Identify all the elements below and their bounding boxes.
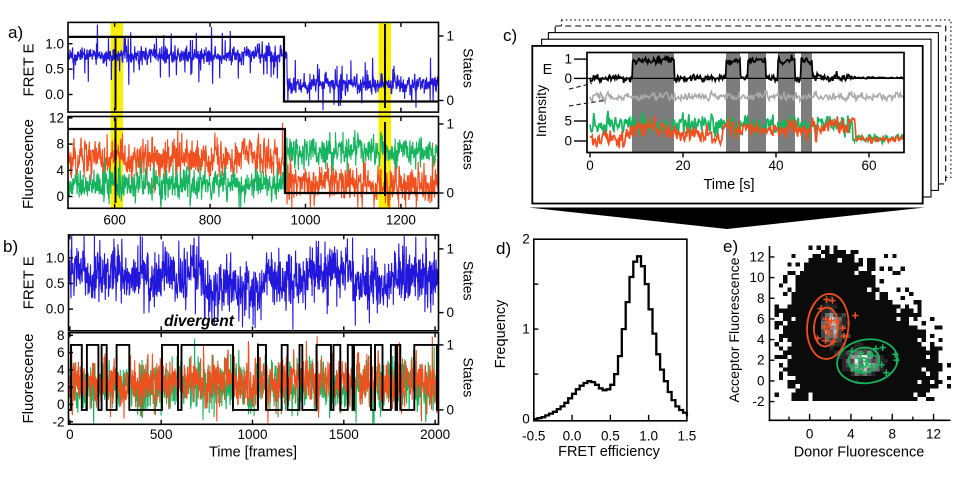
svg-text:E: E — [543, 62, 553, 78]
svg-text:2000: 2000 — [420, 427, 450, 442]
svg-text:0: 0 — [447, 402, 455, 417]
svg-text:800: 800 — [199, 213, 222, 228]
svg-text:-0.5: -0.5 — [522, 429, 545, 444]
svg-text:0: 0 — [56, 189, 64, 204]
svg-text:12: 12 — [926, 427, 941, 442]
svg-text:Donor Fluorescence: Donor Fluorescence — [794, 444, 925, 460]
svg-text:8: 8 — [888, 427, 896, 442]
svg-text:d): d) — [496, 239, 511, 258]
svg-text:20: 20 — [675, 158, 690, 173]
svg-text:1.5: 1.5 — [678, 429, 697, 444]
svg-text:8: 8 — [56, 137, 64, 152]
svg-text:40: 40 — [768, 158, 783, 173]
svg-text:States: States — [461, 358, 477, 398]
svg-text:FRET E: FRET E — [21, 43, 38, 96]
svg-text:Intensity: Intensity — [533, 85, 549, 137]
svg-text:b): b) — [3, 237, 18, 256]
svg-text:Acceptor Fluorescence: Acceptor Fluorescence — [727, 257, 743, 402]
svg-text:1200: 1200 — [386, 213, 416, 228]
svg-text:a): a) — [8, 23, 23, 42]
svg-text:0: 0 — [564, 134, 572, 149]
svg-text:4: 4 — [847, 427, 855, 442]
svg-text:1: 1 — [564, 52, 572, 67]
svg-text:12: 12 — [749, 249, 764, 264]
svg-text:1: 1 — [447, 241, 455, 256]
svg-text:States: States — [461, 130, 477, 170]
svg-text:1: 1 — [447, 117, 455, 132]
svg-text:1: 1 — [447, 29, 455, 44]
svg-text:0: 0 — [57, 397, 65, 412]
svg-text:4: 4 — [57, 362, 65, 377]
svg-text:0: 0 — [564, 71, 572, 86]
svg-text:1: 1 — [447, 337, 455, 352]
svg-text:-2: -2 — [52, 414, 64, 429]
svg-text:12: 12 — [49, 110, 64, 125]
svg-text:c): c) — [503, 26, 517, 45]
svg-text:2: 2 — [757, 353, 765, 368]
svg-text:5: 5 — [564, 114, 572, 129]
svg-text:0: 0 — [447, 305, 455, 320]
svg-text:0: 0 — [757, 373, 765, 388]
svg-text:0.0: 0.0 — [563, 429, 582, 444]
svg-text:0: 0 — [447, 93, 455, 108]
svg-text:-2: -2 — [752, 394, 764, 409]
svg-text:0: 0 — [806, 427, 814, 442]
svg-text:2: 2 — [57, 380, 65, 395]
svg-text:0.0: 0.0 — [45, 87, 64, 102]
svg-text:0: 0 — [447, 186, 455, 201]
svg-text:0.5: 0.5 — [46, 276, 65, 291]
svg-text:8: 8 — [57, 328, 65, 343]
svg-text:0.5: 0.5 — [601, 429, 620, 444]
svg-text:0.0: 0.0 — [46, 302, 65, 317]
svg-text:8: 8 — [757, 291, 765, 306]
svg-text:1: 1 — [522, 322, 530, 337]
svg-text:4: 4 — [56, 163, 64, 178]
svg-text:States: States — [461, 48, 477, 88]
svg-text:6: 6 — [57, 345, 65, 360]
svg-text:e): e) — [723, 237, 738, 256]
svg-text:1.0: 1.0 — [46, 250, 65, 265]
svg-text:Fluorescence: Fluorescence — [20, 333, 37, 423]
svg-text:States: States — [461, 261, 477, 301]
svg-text:500: 500 — [150, 427, 173, 442]
svg-text:Time [frames]: Time [frames] — [209, 445, 297, 461]
svg-text:60: 60 — [861, 158, 876, 173]
svg-text:0.5: 0.5 — [45, 62, 64, 77]
svg-text:1000: 1000 — [290, 213, 320, 228]
svg-text:1.0: 1.0 — [45, 36, 64, 51]
svg-text:Fluorescence: Fluorescence — [20, 119, 37, 209]
svg-text:Frequency: Frequency — [493, 299, 509, 368]
svg-text:2: 2 — [522, 232, 530, 247]
svg-text:FRET efficiency: FRET efficiency — [558, 444, 661, 460]
svg-text:10: 10 — [749, 270, 764, 285]
svg-text:divergent: divergent — [164, 313, 235, 330]
svg-text:600: 600 — [103, 213, 126, 228]
svg-text:0: 0 — [66, 427, 74, 442]
svg-text:0: 0 — [522, 412, 530, 427]
svg-text:1.0: 1.0 — [639, 429, 658, 444]
svg-text:Time [s]: Time [s] — [703, 177, 754, 193]
svg-text:FRET E: FRET E — [21, 256, 38, 309]
svg-text:1500: 1500 — [329, 427, 359, 442]
svg-text:6: 6 — [757, 311, 765, 326]
svg-text:1000: 1000 — [237, 427, 267, 442]
svg-text:4: 4 — [757, 332, 765, 347]
svg-text:0: 0 — [586, 158, 594, 173]
